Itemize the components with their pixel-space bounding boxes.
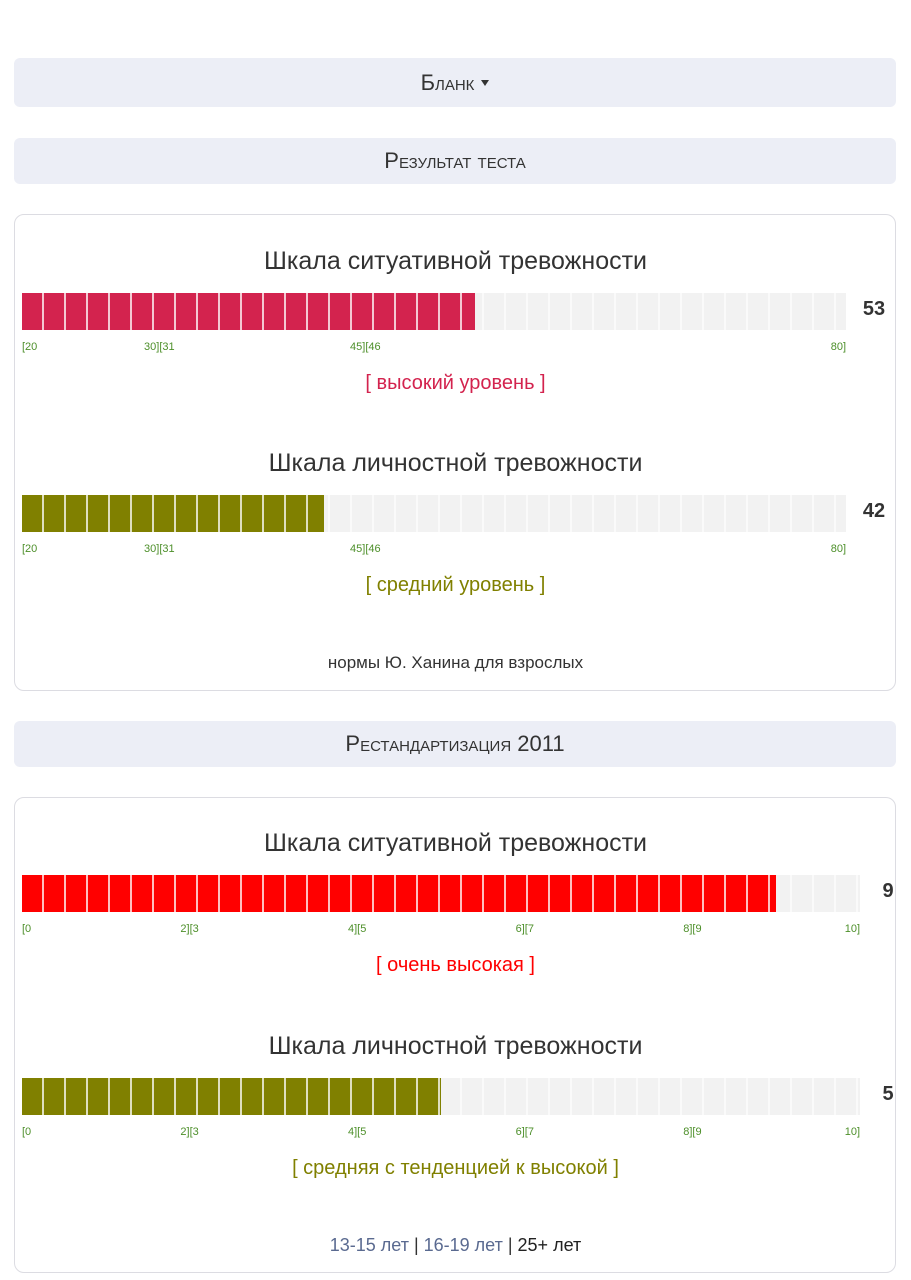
level-label: [ средний уровень ] [365, 574, 546, 596]
range-tick: 10] [844, 923, 860, 935]
range-tick: 6][7 [515, 923, 534, 935]
range-tick: [20 [22, 341, 38, 353]
blank-dropdown[interactable]: Бланк [14, 58, 896, 107]
level-label: [ высокий уровень ] [365, 372, 546, 394]
scale-value: 9 [882, 880, 894, 902]
range-tick: 8][9 [683, 923, 702, 935]
scale-value: 53 [862, 298, 886, 320]
range-tick: 30][31 [144, 341, 175, 353]
section-heading: Рестандартизация 2011 [14, 721, 896, 767]
scale-title: Шкала личностной тревожности [268, 1032, 643, 1060]
range-tick: 80] [830, 543, 846, 555]
scale-bar [22, 1078, 441, 1115]
range-tick: 6][7 [515, 1126, 534, 1138]
scale-title: Шкала ситуативной тревожности [263, 829, 648, 857]
range-tick: 8][9 [683, 1126, 702, 1138]
range-tick: 30][31 [144, 543, 175, 555]
scale-track [22, 875, 860, 912]
scale-track [22, 1078, 860, 1115]
range-tick: 45][46 [350, 543, 381, 555]
range-tick: 80] [830, 341, 846, 353]
card [14, 797, 896, 1273]
range-tick: 2][3 [180, 1126, 199, 1138]
separator: | [413, 1235, 419, 1255]
caret [481, 79, 490, 86]
scale-value: 42 [862, 500, 886, 522]
range-tick: 4][5 [348, 1126, 367, 1138]
scale-title: Шкала ситуативной тревожности [263, 247, 648, 275]
range-tick: 45][46 [350, 341, 381, 353]
scale-title: Шкала личностной тревожности [268, 449, 643, 477]
range-tick: 2][3 [180, 923, 199, 935]
norms-note: нормы Ю. Ханина для взрослых [327, 653, 584, 672]
age-groups: 13-15 лет | 16-19 лет | 25+ лет [0, 1235, 911, 1256]
separator: | [507, 1235, 513, 1255]
level-label: [ средняя с тенденцией к высокой ] [292, 1157, 619, 1179]
range-tick: [0 [22, 923, 32, 935]
age-link[interactable]: 16-19 лет [423, 1235, 503, 1255]
range-tick: 4][5 [348, 923, 367, 935]
result-title: Результат теста [14, 138, 896, 184]
blank-label: Бланк [420, 69, 475, 95]
age-link[interactable]: 13-15 лет [329, 1235, 409, 1255]
scale-track [22, 293, 846, 330]
scale-bar [22, 875, 777, 912]
scale-track [22, 495, 846, 532]
scale-value: 5 [882, 1083, 894, 1105]
level-label: [ очень высокая ] [376, 954, 535, 976]
card [14, 214, 896, 691]
scale-bar [22, 495, 325, 532]
range-tick: [0 [22, 1126, 32, 1138]
scale-bar [22, 293, 476, 330]
age-link: 25+ лет [517, 1235, 582, 1255]
range-tick: 10] [844, 1126, 860, 1138]
range-tick: [20 [22, 543, 38, 555]
